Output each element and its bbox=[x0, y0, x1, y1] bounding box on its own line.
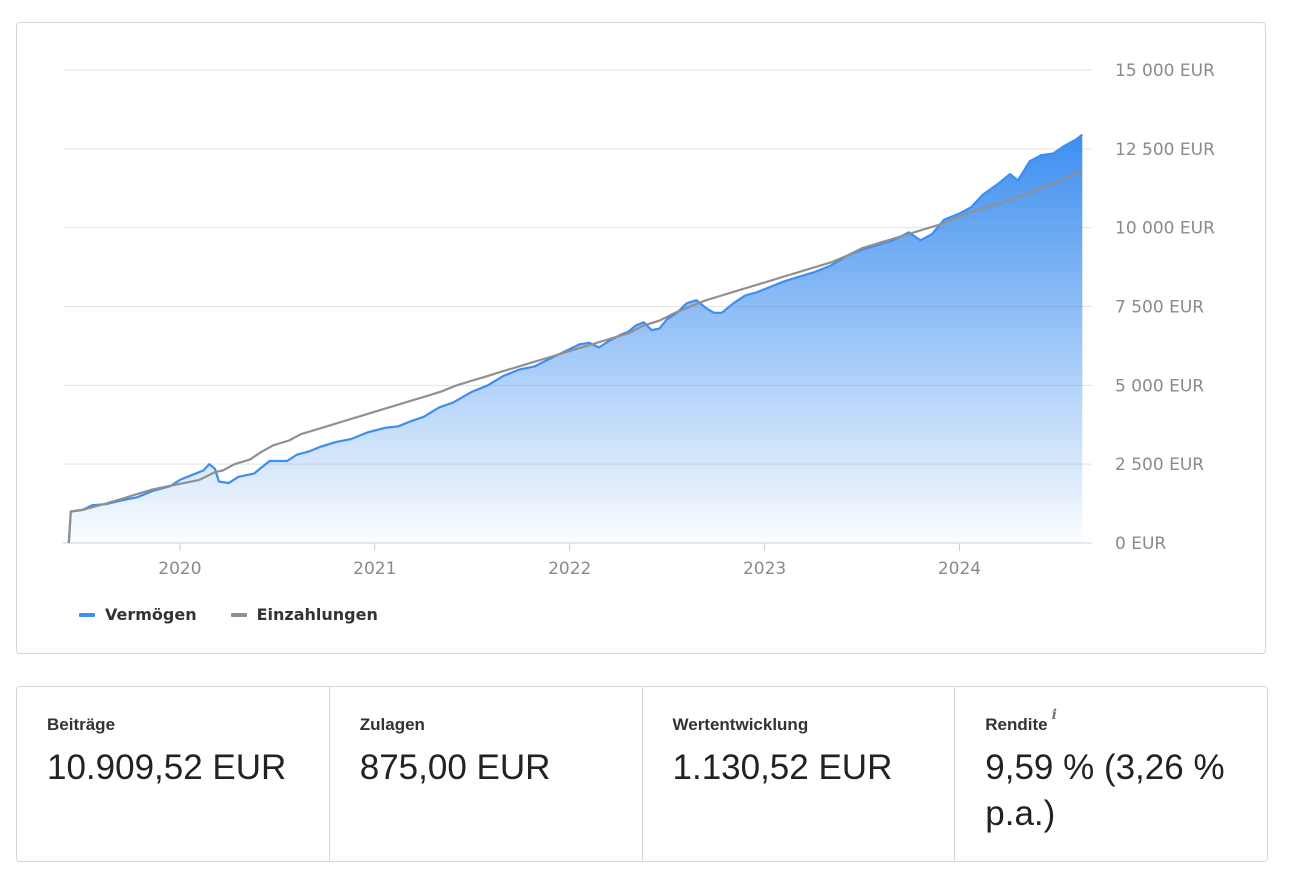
y-tick-label: 2 500 EUR bbox=[1115, 455, 1204, 475]
x-tick-label: 2020 bbox=[158, 559, 201, 579]
chart-legend: Vermögen Einzahlungen bbox=[79, 605, 378, 624]
chart-svg: 15 000 EUR 12 500 EUR 10 000 EUR 7 500 EUR 5… bbox=[63, 61, 1215, 579]
series-area-vermoegen bbox=[68, 134, 1083, 543]
stat-label-rendite-wrap: Rendite i bbox=[985, 707, 1237, 735]
stat-label-wertentwicklung: Wertentwicklung bbox=[672, 715, 809, 734]
x-tick-label: 2023 bbox=[743, 559, 786, 579]
stat-beitraege: Beiträge 10.909,52 EUR bbox=[17, 687, 330, 861]
info-icon[interactable]: i bbox=[1051, 707, 1057, 723]
stat-rendite: Rendite i 9,59 % (3,26 % p.a.) bbox=[955, 687, 1267, 861]
stat-wertentwicklung: Wertentwicklung 1.130,52 EUR bbox=[643, 687, 956, 861]
y-tick-label: 5 000 EUR bbox=[1115, 376, 1204, 396]
legend-swatch-einzahlungen bbox=[230, 612, 247, 617]
series-line-vermoegen bbox=[67, 133, 1083, 544]
stat-value-beitraege: 10.909,52 EUR bbox=[47, 748, 287, 787]
chart-card: 15 000 EUR 12 500 EUR 10 000 EUR 7 500 EUR 5… bbox=[16, 22, 1266, 654]
stat-value-zulagen: 875,00 EUR bbox=[359, 748, 551, 787]
stat-zulagen: Zulagen 875,00 EUR bbox=[330, 687, 643, 861]
stats-row: Beiträge 10.909,52 EUR Zulagen 875,00 EU… bbox=[16, 686, 1268, 862]
x-tick-label: 2022 bbox=[548, 559, 591, 579]
y-tick-label: 7 500 EUR bbox=[1115, 298, 1204, 318]
stat-label-beitraege: Beiträge bbox=[47, 715, 116, 734]
legend-label-einzahlungen: Einzahlungen bbox=[256, 605, 378, 624]
y-tick-label: 10 000 EUR bbox=[1115, 219, 1215, 239]
legend-swatch-vermoegen bbox=[79, 612, 95, 617]
stat-value-wertentwicklung: 1.130,52 EUR bbox=[672, 748, 893, 787]
y-tick-label: 15 000 EUR bbox=[1115, 61, 1215, 81]
y-tick-label: 12 500 EUR bbox=[1115, 140, 1215, 160]
y-tick-label: 0 EUR bbox=[1115, 534, 1166, 554]
legend-item-einzahlungen[interactable]: Einzahlungen bbox=[230, 605, 378, 624]
series-line-einzahlungen bbox=[67, 169, 1083, 544]
x-tick-label: 2021 bbox=[353, 559, 396, 579]
stat-label-rendite: Rendite bbox=[985, 715, 1048, 734]
x-tick-label: 2024 bbox=[938, 559, 981, 579]
stat-value-rendite: 9,59 % (3,26 % p.a.) bbox=[985, 748, 1225, 833]
legend-label-vermoegen: Vermögen bbox=[105, 605, 197, 624]
stat-label-zulagen: Zulagen bbox=[359, 715, 425, 734]
legend-item-vermoegen[interactable]: Vermögen bbox=[79, 605, 197, 624]
